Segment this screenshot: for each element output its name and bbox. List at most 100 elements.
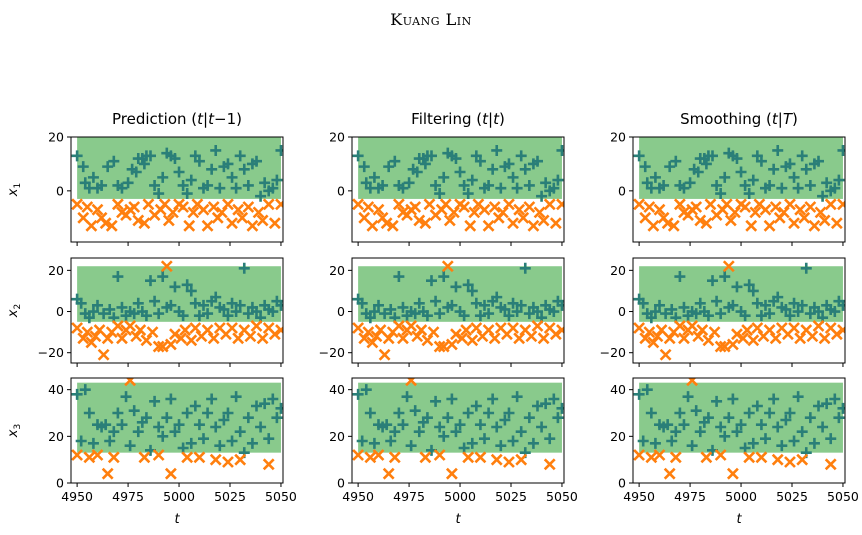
in-band-point: [356, 435, 368, 447]
in-band-point: [222, 310, 234, 322]
in-band-point: [450, 153, 462, 165]
out-of-band-point: [488, 332, 501, 345]
in-band-point: [739, 179, 751, 191]
in-band-point: [833, 174, 845, 186]
out-of-band-point: [193, 451, 206, 464]
in-band-point: [193, 419, 205, 431]
in-band-point: [780, 303, 792, 315]
in-band-point: [666, 303, 678, 315]
in-band-point: [430, 179, 442, 191]
in-band-point: [242, 308, 254, 320]
out-of-band-point: [256, 214, 269, 227]
in-band-point: [149, 395, 161, 407]
out-of-band-point: [722, 260, 735, 273]
in-band-point: [466, 285, 478, 297]
in-band-point: [776, 440, 788, 452]
in-band-point: [686, 440, 698, 452]
in-band-point: [507, 171, 519, 183]
out-of-band-point: [673, 198, 686, 211]
in-band-point: [138, 158, 150, 170]
y-tick-label: −20: [600, 345, 626, 360]
out-of-band-point: [242, 201, 255, 213]
in-band-point: [100, 419, 112, 431]
in-band-point: [173, 419, 185, 431]
out-of-band-point: [441, 260, 454, 273]
in-band-point: [128, 405, 140, 417]
out-of-band-point: [81, 201, 94, 213]
out-of-band-point: [382, 467, 395, 480]
in-band-point: [409, 308, 421, 320]
in-band-point: [804, 179, 816, 191]
y-tick-label: 0: [56, 476, 64, 491]
out-of-band-point: [372, 203, 385, 216]
in-band-point: [458, 179, 470, 191]
plot-area: [352, 378, 564, 480]
in-band-point: [792, 182, 804, 194]
in-band-point: [401, 391, 413, 403]
in-band-point: [813, 306, 824, 318]
in-band-point: [466, 437, 478, 449]
out-of-band-point: [386, 219, 399, 232]
in-band-point: [251, 155, 262, 167]
in-band-point: [474, 419, 486, 431]
in-band-point: [670, 155, 682, 167]
in-band-point: [255, 190, 267, 202]
in-band-point: [153, 421, 165, 433]
out-of-band-point: [187, 206, 200, 219]
in-band-point: [768, 393, 780, 405]
in-band-point: [511, 306, 523, 318]
in-band-point: [678, 182, 690, 194]
in-band-point: [515, 299, 527, 311]
out-of-band-point: [804, 201, 817, 213]
out-of-band-point: [177, 201, 190, 213]
in-band-point: [77, 161, 89, 173]
in-band-point: [263, 433, 275, 445]
out-of-band-point: [747, 334, 760, 347]
in-band-point: [804, 412, 816, 424]
in-band-point: [206, 393, 218, 405]
y-tick-label: 40: [48, 382, 64, 397]
in-band-point: [755, 419, 767, 431]
in-band-point: [499, 303, 511, 315]
in-band-point: [379, 308, 391, 320]
in-band-point: [483, 179, 495, 191]
in-band-point: [385, 435, 397, 447]
out-of-band-point: [702, 334, 715, 347]
y-tick-label: 20: [48, 429, 64, 444]
in-band-point: [450, 281, 462, 293]
out-of-band-point: [146, 326, 159, 339]
in-band-point: [242, 179, 254, 191]
out-of-band-point: [663, 467, 676, 480]
in-band-point: [821, 177, 833, 189]
in-band-point: [364, 312, 376, 324]
out-of-band-point: [433, 449, 446, 461]
in-band-point: [246, 437, 258, 449]
out-of-band-point: [818, 214, 831, 227]
out-of-band-point: [423, 198, 436, 211]
out-of-band-point: [236, 211, 249, 224]
in-band-point: [711, 395, 723, 407]
out-of-band-point: [160, 260, 173, 273]
out-of-band-point: [164, 467, 177, 480]
in-band-point: [450, 426, 462, 438]
out-of-band-point: [743, 451, 756, 464]
in-band-point: [483, 407, 495, 419]
in-band-point: [495, 182, 507, 194]
out-of-band-point: [275, 324, 283, 336]
out-of-band-point: [812, 320, 825, 332]
out-of-band-point: [763, 324, 776, 336]
in-band-point: [426, 150, 437, 162]
in-band-point: [711, 295, 723, 307]
out-of-band-point: [183, 219, 196, 232]
out-of-band-point: [741, 324, 754, 336]
out-of-band-point: [515, 453, 528, 466]
x-axis-label: t: [174, 512, 180, 527]
in-band-point: [381, 419, 393, 431]
in-band-point: [664, 161, 676, 173]
in-band-point: [411, 166, 423, 178]
out-of-band-point: [808, 219, 821, 232]
x-tick-label: 4950: [342, 489, 374, 504]
in-band-point: [206, 163, 218, 175]
in-band-point: [702, 412, 714, 424]
in-band-point: [760, 433, 771, 445]
